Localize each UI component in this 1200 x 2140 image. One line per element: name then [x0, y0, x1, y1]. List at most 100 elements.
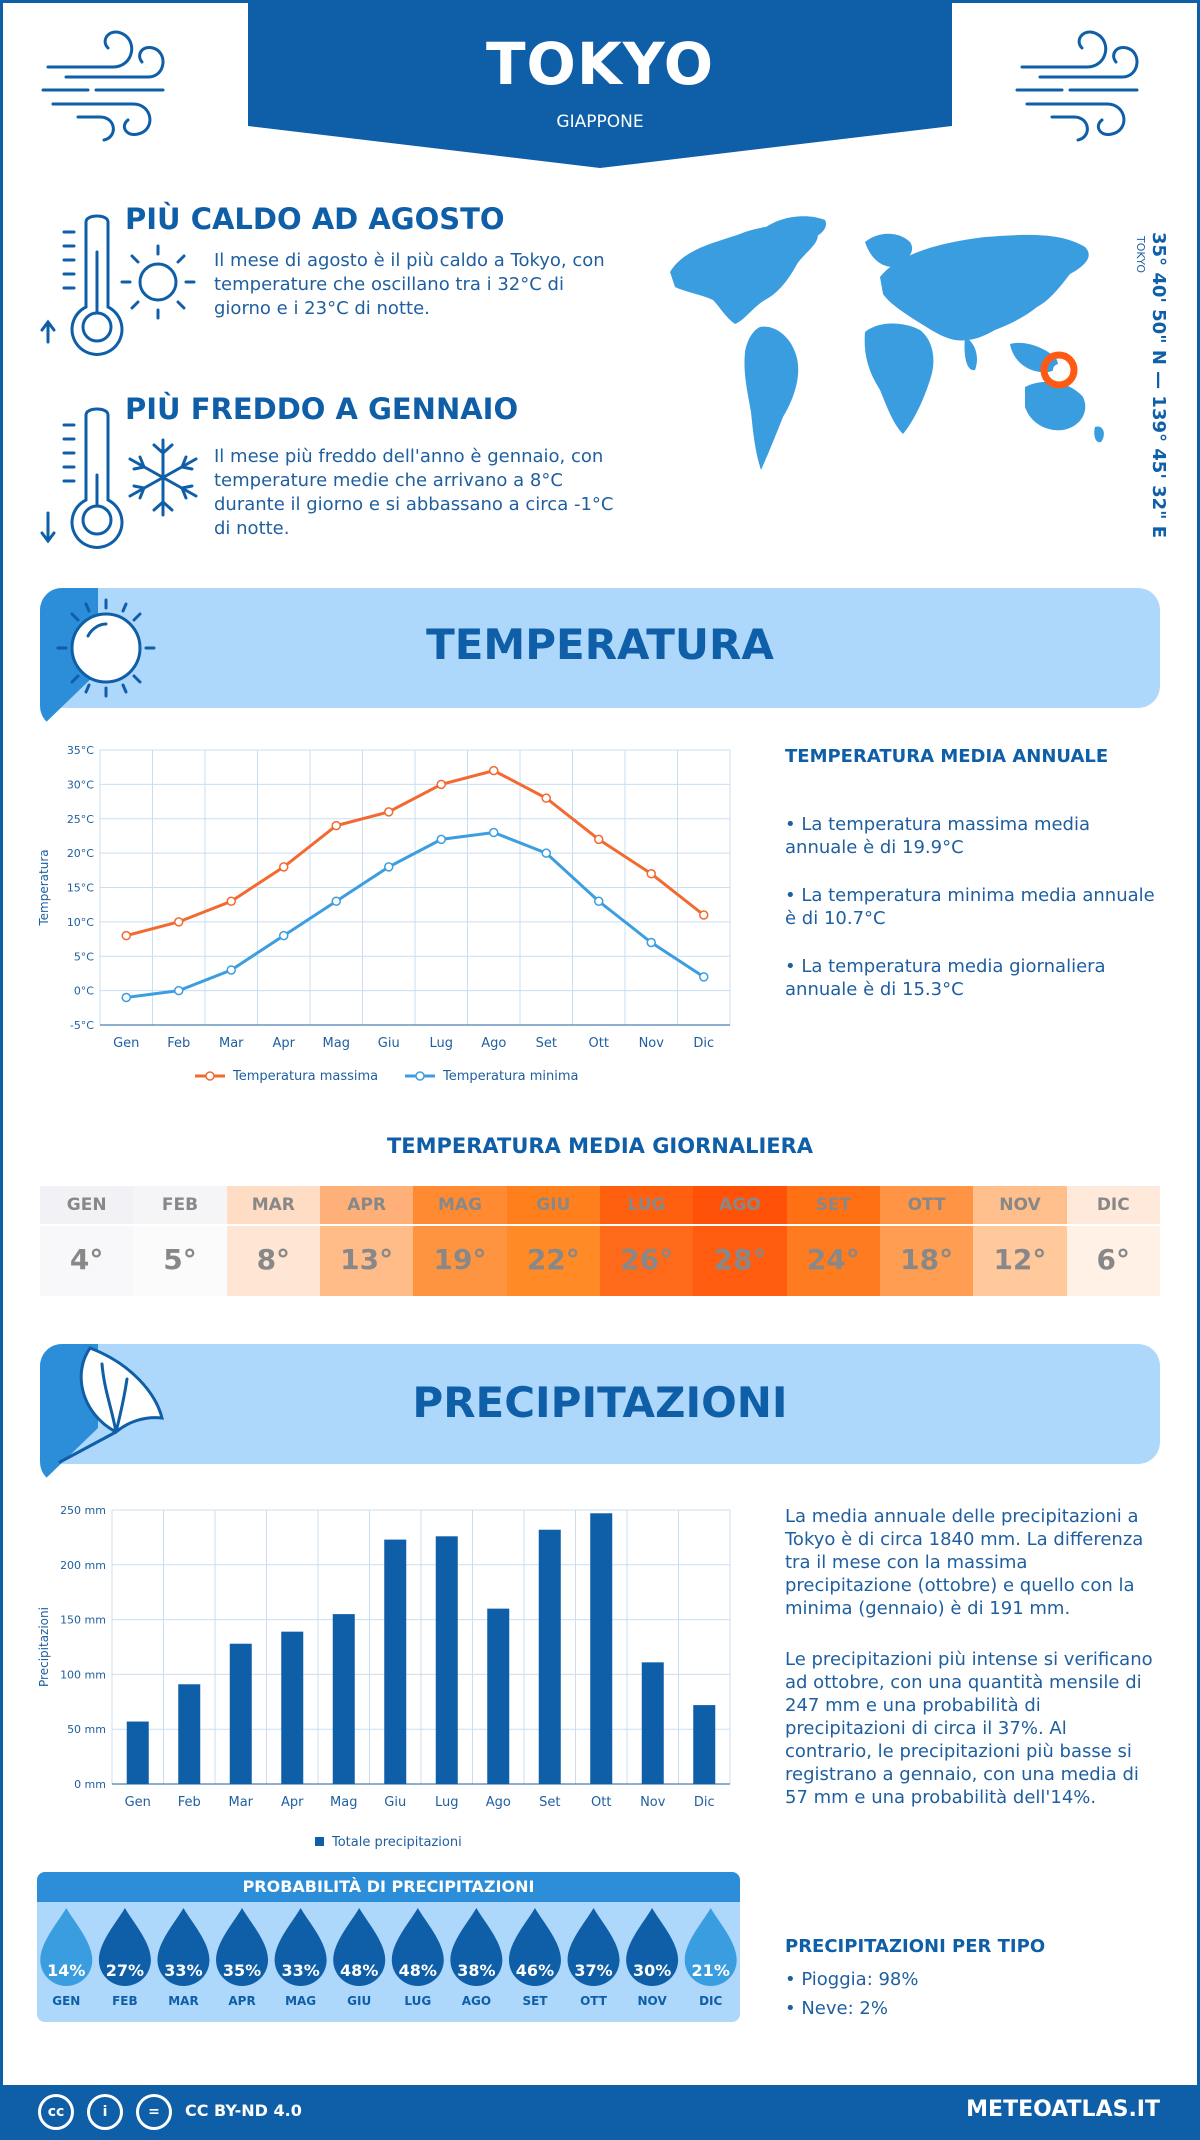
country-subtitle: GIAPPONE: [556, 112, 644, 132]
y-tick-label: 0°C: [74, 985, 94, 998]
precipitation-bar: [384, 1539, 407, 1784]
daily-temp-cell: NOV 12°: [973, 1186, 1067, 1296]
precipitation-snow: • Neve: 2%: [785, 1998, 888, 2019]
data-point: [489, 765, 499, 776]
probability-month: SET: [522, 1994, 548, 2008]
y-axis-label: Temperatura: [37, 849, 51, 926]
temperature-heading: TEMPERATURA: [426, 620, 774, 669]
daily-temp-value: 13°: [319, 1224, 414, 1296]
probability-value: 48%: [399, 1961, 437, 1980]
data-point: [279, 930, 289, 941]
daily-temp-value: 18°: [879, 1224, 974, 1296]
cc-icon: cc: [38, 2094, 74, 2130]
daily-temp-cell: GIU 22°: [506, 1186, 600, 1296]
daily-temperature-table: GEN 4° FEB 5° MAR 8° APR 13° MAG 19° GIU 22° LUG 26° A…: [40, 1186, 1160, 1296]
daily-temp-value: 19°: [413, 1224, 507, 1296]
daily-temp-value: 5°: [133, 1224, 227, 1296]
daily-temp-month: GEN: [40, 1186, 134, 1224]
data-point: [331, 820, 341, 831]
x-tick-label: Mar: [228, 1795, 253, 1810]
y-tick-label: 25°C: [67, 813, 94, 826]
rain-drop-icon: [98, 1908, 151, 1986]
data-point: [646, 869, 656, 879]
daily-temp-cell: SET 24°: [786, 1186, 880, 1296]
daily-temp-month: DIC: [1066, 1186, 1160, 1224]
x-tick-label: Dic: [694, 1795, 715, 1810]
probability-value: 48%: [340, 1961, 378, 1980]
coldest-month-text: Il mese più freddo dell'anno è gennaio, …: [214, 446, 614, 539]
x-tick-label: Apr: [281, 1795, 304, 1810]
daily-temp-value: 22°: [506, 1224, 600, 1296]
daily-temp-month: SET: [786, 1186, 880, 1224]
precipitation-banner: [40, 1344, 1160, 1464]
x-tick-label: Mar: [219, 1036, 244, 1051]
site-link[interactable]: METEOATLAS.IT: [966, 2097, 1160, 2122]
precipitation-chart: 0 mm 50 mm 100 mm 150 mm 200 mm 250 mm Gen Feb M…: [37, 1504, 731, 1850]
data-point: [594, 896, 604, 906]
daily-temperature-title: TEMPERATURA MEDIA GIORNALIERA: [386, 1134, 814, 1158]
x-tick-label: Feb: [178, 1795, 201, 1810]
x-tick-label: Ott: [591, 1795, 611, 1810]
sun-icon: [56, 598, 156, 698]
precipitation-bar: [332, 1614, 355, 1784]
probability-month: FEB: [112, 1994, 138, 2008]
city-title: TOKYO: [485, 30, 715, 98]
daily-temp-cell: GEN 4°: [40, 1186, 134, 1296]
y-tick-label: 0 mm: [74, 1778, 106, 1791]
precipitation-bar: [538, 1529, 561, 1784]
y-axis-label: Precipitazioni: [37, 1607, 51, 1687]
annual-temperature-title: TEMPERATURA MEDIA ANNUALE: [785, 746, 1109, 767]
precipitation-bar: [641, 1662, 664, 1784]
probability-value: 30%: [633, 1961, 671, 1980]
data-point: [541, 848, 551, 858]
annual-min-temperature: • La temperatura minima media annuale è …: [785, 885, 1155, 929]
daily-temp-cell: LUG 26°: [599, 1186, 694, 1296]
data-point: [436, 779, 446, 790]
coordinates: 35° 40' 50" N — 139° 45' 32" E: [1148, 232, 1169, 539]
data-point: [226, 965, 236, 975]
header-banner: [248, 0, 952, 168]
data-point: [489, 827, 499, 838]
x-tick-label: Gen: [113, 1036, 139, 1051]
license-label: CC BY-ND 4.0: [185, 2101, 302, 2120]
legend-swatch: [315, 1837, 324, 1846]
rain-drop-icon: [274, 1908, 327, 1986]
probability-value: 46%: [516, 1961, 554, 1980]
data-point: [646, 937, 656, 948]
footer-bar: [0, 2085, 1200, 2140]
probability-month: MAR: [168, 1994, 198, 2008]
x-tick-label: Ago: [481, 1036, 506, 1051]
attribution-icon: i: [87, 2094, 123, 2130]
data-point: [384, 862, 394, 872]
data-point: [226, 896, 236, 906]
thermometer-sun-icon: [40, 214, 196, 356]
precipitation-bar: [229, 1643, 252, 1784]
legend-label: Totale precipitazioni: [331, 1835, 462, 1850]
coldest-month-title: PIÙ FREDDO A GENNAIO: [125, 392, 519, 426]
y-tick-label: 100 mm: [60, 1668, 106, 1681]
rain-drop-icon: [684, 1908, 737, 1986]
data-point: [384, 807, 394, 817]
daily-temp-cell: FEB 5°: [133, 1186, 227, 1296]
probability-value: 35%: [223, 1961, 261, 1980]
rain-drop-icon: [391, 1908, 444, 1986]
rain-drop-icon: [450, 1908, 503, 1987]
no-derivatives-icon: =: [136, 2094, 172, 2130]
rain-drop-icon: [40, 1908, 93, 1986]
data-point: [174, 917, 184, 927]
rain-drop-icon: [567, 1908, 620, 1986]
data-point: [699, 972, 709, 982]
probability-month: MAG: [285, 1994, 316, 2008]
probability-month: NOV: [638, 1994, 668, 2008]
daily-temp-month: MAG: [413, 1186, 507, 1224]
daily-temp-month: NOV: [973, 1186, 1067, 1224]
probability-month: OTT: [580, 1994, 608, 2008]
umbrella-icon: [58, 1346, 164, 1464]
daily-temp-value: 6°: [1066, 1224, 1160, 1296]
y-tick-label: 10°C: [67, 916, 94, 929]
x-tick-label: Set: [536, 1036, 557, 1051]
data-point: [121, 930, 131, 941]
coordinates-city: TOKYO: [1134, 236, 1147, 273]
data-point: [174, 985, 184, 996]
precipitation-heading: PRECIPITAZIONI: [412, 1378, 788, 1427]
